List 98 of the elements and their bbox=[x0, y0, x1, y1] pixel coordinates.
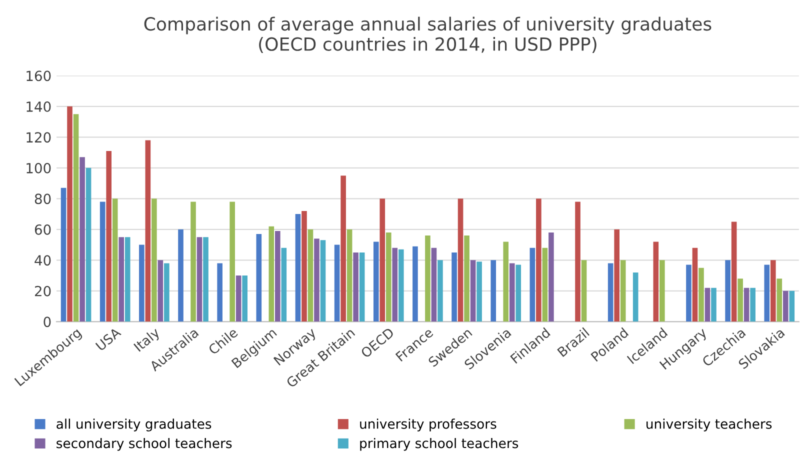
bar bbox=[476, 262, 482, 322]
bar bbox=[275, 230, 280, 322]
bar bbox=[503, 242, 509, 322]
bar bbox=[302, 210, 307, 322]
bar bbox=[118, 237, 124, 322]
bar bbox=[60, 188, 66, 322]
bar bbox=[464, 236, 470, 322]
bar bbox=[412, 246, 418, 322]
bar bbox=[124, 237, 130, 322]
bar bbox=[542, 248, 548, 322]
bar bbox=[509, 263, 515, 322]
bar bbox=[725, 260, 730, 322]
bar bbox=[470, 260, 476, 322]
bar bbox=[632, 272, 638, 322]
bar bbox=[686, 264, 692, 322]
bar bbox=[340, 176, 346, 322]
bar bbox=[431, 248, 437, 322]
bar bbox=[203, 237, 208, 322]
y-tick-label: 100 bbox=[26, 162, 51, 174]
bar bbox=[530, 248, 536, 322]
y-tick-label: 40 bbox=[34, 255, 51, 266]
bar bbox=[398, 249, 404, 322]
bar bbox=[158, 260, 164, 322]
bar bbox=[268, 226, 274, 322]
bar bbox=[698, 268, 704, 322]
bar bbox=[581, 260, 587, 322]
bar bbox=[575, 202, 580, 322]
bar bbox=[380, 198, 386, 322]
bar bbox=[80, 157, 85, 322]
bar bbox=[744, 288, 750, 322]
bar bbox=[392, 248, 398, 322]
bar bbox=[789, 290, 795, 322]
bar bbox=[614, 229, 620, 322]
bar bbox=[217, 263, 222, 322]
bar bbox=[704, 288, 710, 322]
bar bbox=[100, 202, 106, 322]
bar bbox=[490, 260, 496, 322]
bar bbox=[548, 232, 554, 322]
chart-title: Comparison of average annual salaries of university graduates (OECD countries in 2014, in USD PPP) bbox=[144, 16, 712, 54]
bar bbox=[106, 151, 112, 322]
bar bbox=[334, 244, 340, 322]
legend-label: all university graduates bbox=[56, 418, 212, 432]
bar bbox=[425, 236, 430, 322]
bar bbox=[516, 264, 522, 322]
bar bbox=[86, 168, 92, 322]
bar bbox=[660, 260, 665, 322]
bar bbox=[308, 229, 314, 322]
bar bbox=[731, 222, 737, 322]
y-tick-label: 0 bbox=[44, 316, 51, 328]
bar bbox=[295, 214, 301, 322]
bar bbox=[112, 198, 118, 322]
y-tick-label: 140 bbox=[26, 101, 51, 112]
bar bbox=[190, 202, 196, 322]
bar bbox=[67, 106, 72, 322]
bar bbox=[320, 240, 326, 322]
legend-label: secondary school teachers bbox=[56, 438, 232, 451]
bar bbox=[359, 252, 365, 322]
bar bbox=[353, 252, 358, 322]
bar bbox=[164, 263, 170, 322]
bar bbox=[438, 260, 443, 322]
bar bbox=[152, 198, 157, 322]
bar bbox=[776, 278, 782, 322]
bar bbox=[536, 198, 542, 322]
y-tick-label: 60 bbox=[34, 224, 51, 235]
y-tick-label: 160 bbox=[26, 70, 51, 82]
bar bbox=[73, 114, 79, 322]
bar bbox=[346, 229, 352, 322]
bar bbox=[711, 288, 716, 322]
bar bbox=[452, 252, 457, 322]
bar bbox=[764, 264, 770, 322]
bar bbox=[782, 290, 788, 322]
bar bbox=[196, 237, 202, 322]
bar bbox=[230, 202, 235, 322]
bar bbox=[458, 198, 464, 322]
bar bbox=[256, 234, 262, 322]
bar bbox=[692, 248, 698, 322]
bar bbox=[236, 276, 242, 322]
bar bbox=[145, 140, 151, 322]
y-tick-label: 120 bbox=[26, 132, 51, 143]
bar bbox=[620, 260, 626, 322]
y-tick-label: 80 bbox=[34, 194, 51, 204]
bar bbox=[738, 278, 743, 322]
bar bbox=[608, 263, 614, 322]
bar bbox=[242, 276, 248, 322]
bar bbox=[750, 288, 756, 322]
bar bbox=[770, 260, 776, 322]
bar bbox=[314, 238, 320, 322]
bar bbox=[386, 232, 392, 322]
bar bbox=[281, 248, 287, 322]
y-tick-label: 20 bbox=[34, 286, 51, 296]
legend-label: university professors bbox=[360, 418, 496, 432]
x-tick-label: USA bbox=[95, 326, 122, 352]
legend-label: university teachers bbox=[646, 418, 772, 432]
bar bbox=[139, 244, 144, 322]
legend-label: primary school teachers bbox=[360, 438, 518, 451]
bar bbox=[653, 242, 659, 322]
bar bbox=[373, 242, 379, 322]
bar bbox=[178, 229, 184, 322]
